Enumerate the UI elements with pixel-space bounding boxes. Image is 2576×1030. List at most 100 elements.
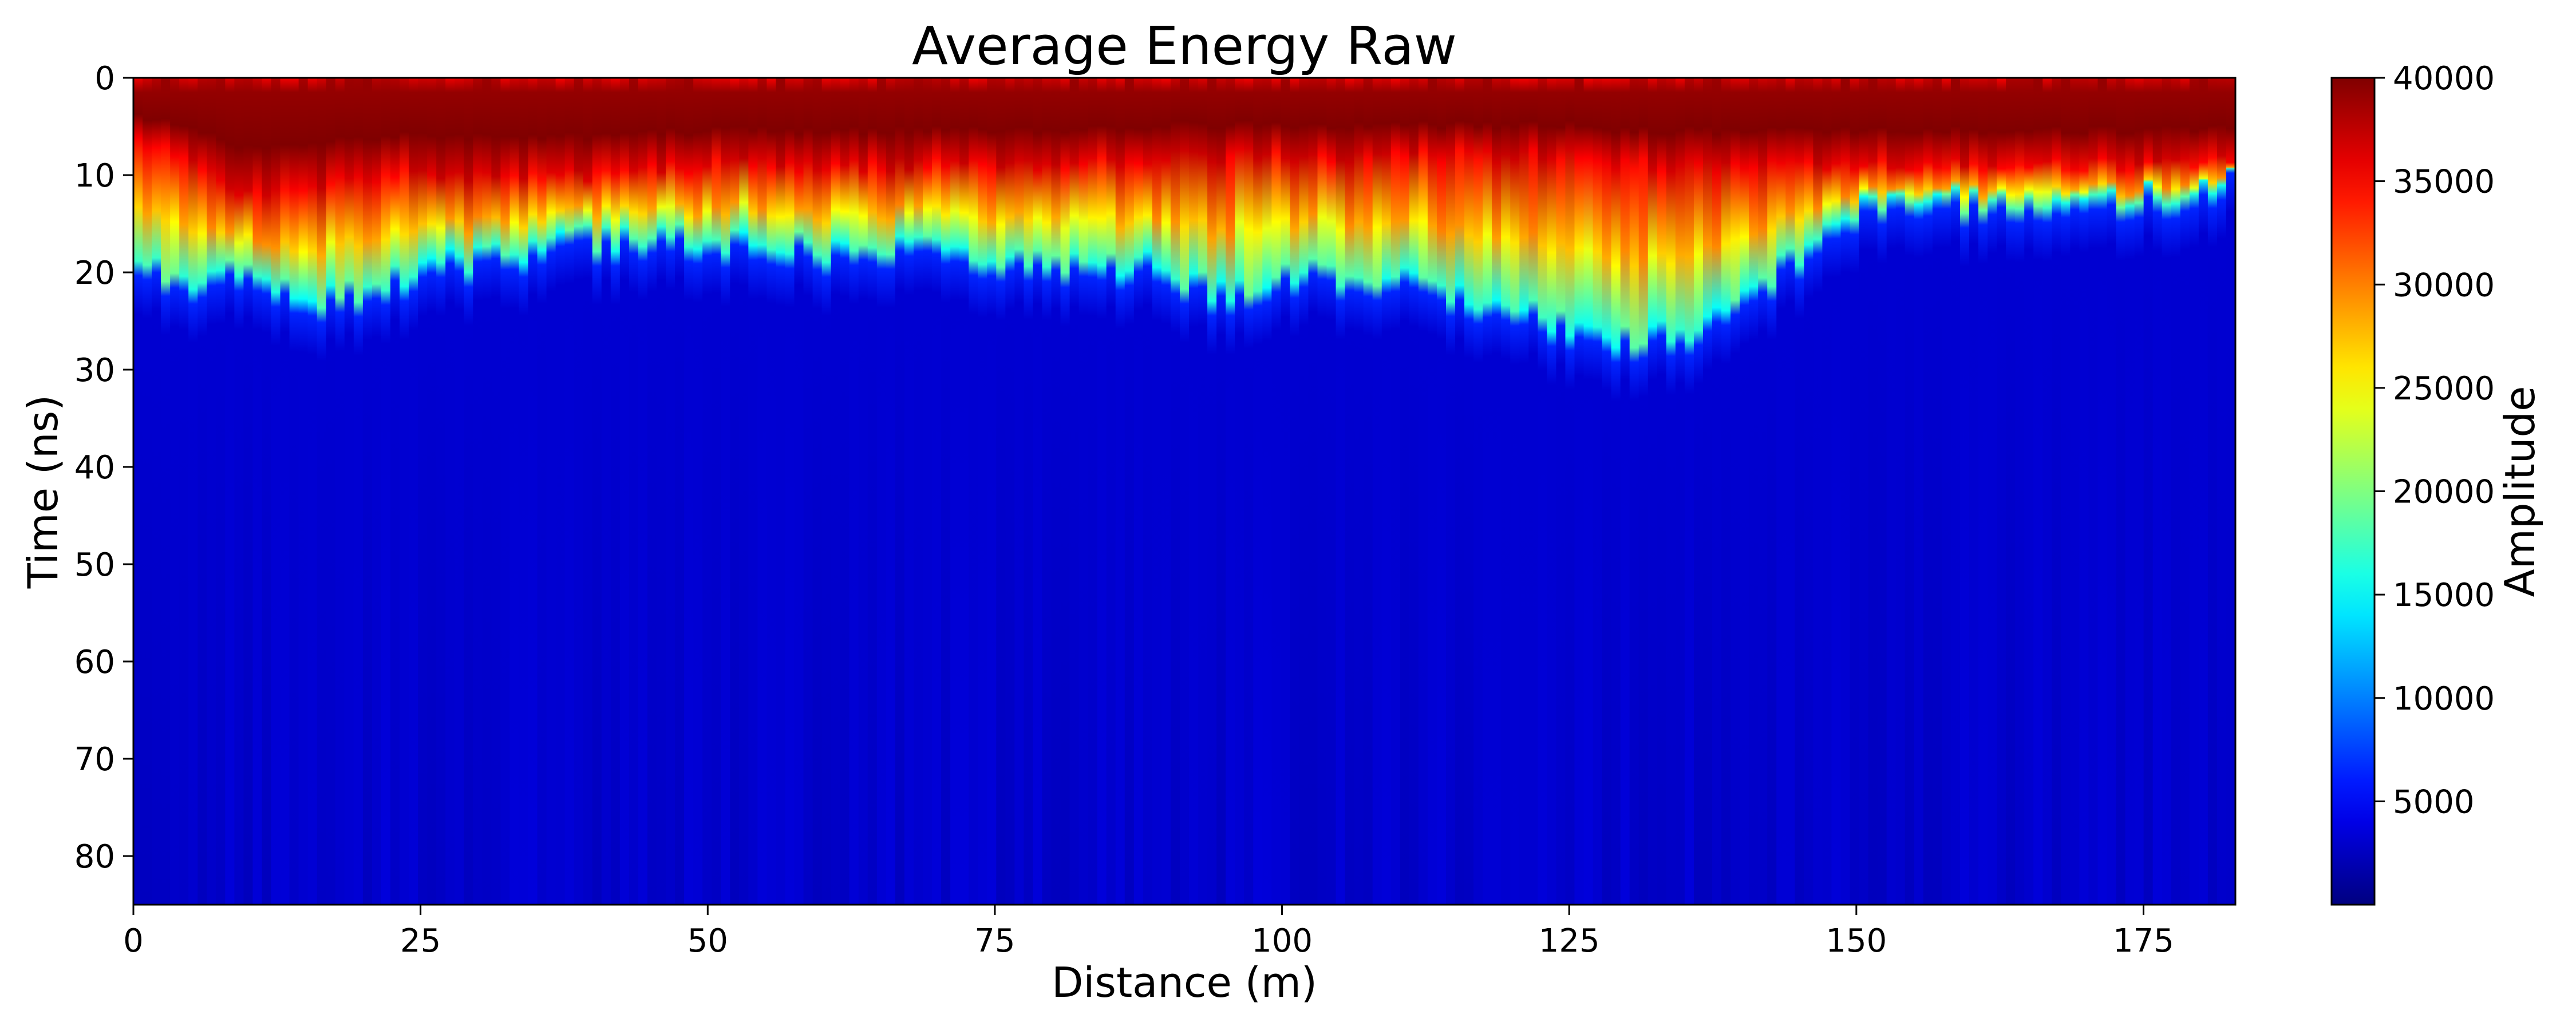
heatmap-column: [216, 78, 226, 905]
heatmap-column: [143, 78, 152, 905]
y-tick-label: 0: [94, 60, 115, 97]
heatmap-column: [1795, 78, 1805, 905]
heatmap-column: [978, 78, 988, 905]
heatmap-column: [647, 78, 657, 905]
heatmap-column: [638, 78, 648, 905]
heatmap-column: [1235, 78, 1245, 905]
heatmap-column: [1785, 78, 1796, 905]
heatmap-column: [2061, 78, 2071, 905]
heatmap-column: [1106, 78, 1116, 905]
heatmap-column: [2116, 78, 2126, 905]
heatmap-column: [1271, 78, 1282, 905]
heatmap-column: [2088, 78, 2099, 905]
heatmap-column: [629, 78, 639, 905]
heatmap-column: [1657, 78, 1667, 905]
heatmap-column: [1978, 78, 1988, 905]
heatmap-column: [243, 78, 254, 905]
heatmap-column: [2134, 78, 2144, 905]
heatmap-column: [2189, 78, 2199, 905]
x-tick-label: 0: [123, 922, 144, 960]
heatmap-column: [1574, 78, 1585, 905]
heatmap-column: [225, 78, 235, 905]
heatmap-column: [179, 78, 189, 905]
heatmap-column: [2024, 78, 2034, 905]
heatmap-column: [1877, 78, 1887, 905]
colorbar-tick-label: 5000: [2393, 783, 2475, 821]
chart-title: Average Energy Raw: [912, 15, 1457, 77]
heatmap-column: [1290, 78, 1300, 905]
heatmap-column: [867, 78, 878, 905]
heatmap-column: [987, 78, 997, 905]
y-tick-label: 80: [74, 838, 115, 876]
y-axis-label: Time (ns): [19, 395, 67, 589]
heatmap-column: [996, 78, 1006, 905]
heatmap-column: [1693, 78, 1704, 905]
heatmap-column: [464, 78, 474, 905]
heatmap-column: [1988, 78, 1997, 905]
y-tick-label: 30: [74, 352, 115, 389]
heatmap-column: [1464, 78, 1474, 905]
heatmap-column: [1666, 78, 1676, 905]
heatmap-column: [1308, 78, 1318, 905]
heatmap-column: [776, 78, 786, 905]
heatmap-column: [1069, 78, 1080, 905]
heatmap-column: [2079, 78, 2089, 905]
heatmap-column: [1583, 78, 1594, 905]
heatmap-column: [702, 78, 713, 905]
heatmap-column: [1740, 78, 1749, 905]
heatmap-column: [1152, 78, 1162, 905]
heatmap-column: [298, 78, 309, 905]
heatmap-column: [803, 78, 813, 905]
heatmap-column: [1390, 78, 1401, 905]
heatmap-column: [1886, 78, 1897, 905]
heatmap-image: [133, 78, 2235, 905]
heatmap-column: [1997, 78, 2006, 905]
heatmap-column: [1317, 78, 1327, 905]
heatmap-column: [482, 78, 492, 905]
heatmap-column: [317, 78, 327, 905]
heatmap-column: [1859, 78, 1869, 905]
heatmap-column: [1436, 78, 1447, 905]
heatmap-column: [1014, 78, 1025, 905]
heatmap-column: [1179, 78, 1190, 905]
heatmap-column: [2171, 78, 2181, 905]
heatmap-column: [693, 78, 703, 905]
heatmap-column: [307, 78, 318, 905]
heatmap-column: [1170, 78, 1180, 905]
heatmap-column: [1895, 78, 1906, 905]
heatmap-column: [785, 78, 795, 905]
heatmap-column: [2107, 78, 2117, 905]
heatmap-column: [1336, 78, 1346, 905]
heatmap-column: [969, 78, 979, 905]
heatmap-column: [1363, 78, 1373, 905]
heatmap-column: [473, 78, 483, 905]
heatmap-column: [1345, 78, 1355, 905]
x-tick-label: 175: [2113, 922, 2174, 960]
heatmap-column: [1381, 78, 1392, 905]
heatmap-column: [262, 78, 272, 905]
heatmap-column: [271, 78, 281, 905]
heatmap-column: [849, 78, 859, 905]
heatmap-column: [555, 78, 566, 905]
heatmap-column: [1519, 78, 1530, 905]
heatmap-column: [923, 78, 933, 905]
heatmap-column: [1969, 78, 1979, 905]
heatmap-column: [619, 78, 630, 905]
heatmap-column: [1547, 78, 1557, 905]
y-tick-label: 40: [74, 449, 115, 486]
heatmap-column: [390, 78, 400, 905]
heatmap-column: [1115, 78, 1125, 905]
heatmap-column: [1133, 78, 1144, 905]
heatmap-column: [344, 78, 354, 905]
heatmap-column: [234, 78, 244, 905]
heatmap-column: [418, 78, 428, 905]
heatmap-column: [1813, 78, 1823, 905]
heatmap-column: [858, 78, 868, 905]
heatmap-column: [1675, 78, 1685, 905]
heatmap-column: [289, 78, 299, 905]
heatmap-column: [1702, 78, 1713, 905]
heatmap-column: [1721, 78, 1731, 905]
heatmap-column: [767, 78, 777, 905]
heatmap-column: [1198, 78, 1208, 905]
heatmap-column: [656, 78, 666, 905]
